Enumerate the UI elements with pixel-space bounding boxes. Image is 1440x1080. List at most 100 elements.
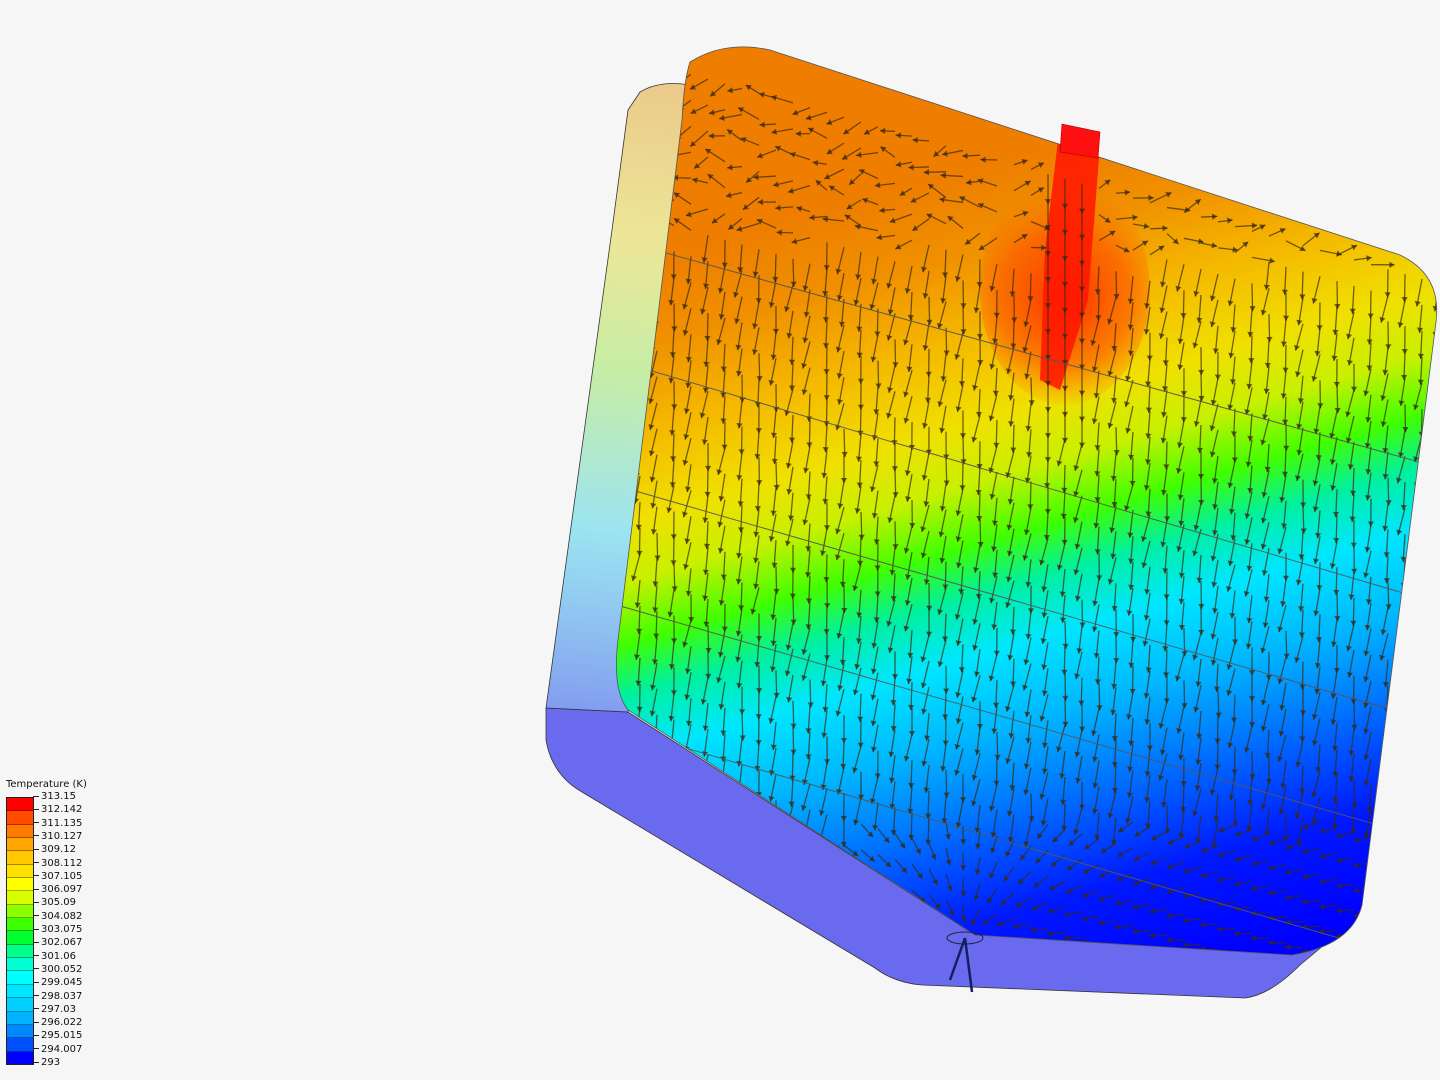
velocity-arrow-head xyxy=(1404,900,1410,908)
velocity-arrow-head xyxy=(1363,390,1370,397)
velocity-arrow-head xyxy=(1401,791,1408,797)
velocity-arrow-head xyxy=(901,866,907,873)
velocity-arrow-head xyxy=(690,108,697,114)
velocity-arrow-head xyxy=(755,298,762,304)
velocity-arrow xyxy=(1400,664,1406,693)
velocity-arrow-head xyxy=(912,137,918,144)
velocity-arrow-head xyxy=(681,511,688,518)
velocity-arrow-head xyxy=(1277,756,1283,762)
velocity-arrow-head xyxy=(1209,295,1216,302)
velocity-arrow-head xyxy=(982,919,989,925)
velocity-arrow-head xyxy=(1200,896,1206,903)
velocity-arrow-head xyxy=(801,389,808,395)
velocity-arrow-head xyxy=(1132,928,1138,935)
velocity-arrow-head xyxy=(670,560,677,566)
velocity-arrow-head xyxy=(976,282,983,288)
velocity-arrow-head xyxy=(1025,581,1032,588)
velocity-arrow-head xyxy=(1073,569,1080,575)
velocity-arrow-head xyxy=(1279,496,1286,503)
velocity-arrow-head xyxy=(1260,699,1267,706)
velocity-arrow-head xyxy=(1163,620,1170,626)
velocity-arrow-head xyxy=(703,621,710,627)
velocity-arrow-head xyxy=(1192,810,1199,817)
velocity-arrow-head xyxy=(1417,379,1424,385)
velocity-arrow-head xyxy=(835,346,842,353)
velocity-arrow-head xyxy=(1298,632,1305,638)
velocity-arrow-head xyxy=(1127,324,1134,330)
velocity-arrow-head xyxy=(808,127,815,134)
velocity-arrow-head xyxy=(1062,643,1069,649)
velocity-arrow-head xyxy=(736,225,743,232)
velocity-arrow-head xyxy=(1313,232,1320,239)
velocity-arrow xyxy=(1436,699,1437,728)
velocity-arrow-head xyxy=(651,659,659,665)
legend-swatch xyxy=(7,971,33,985)
velocity-arrow-head xyxy=(652,915,658,922)
velocity-arrow-head xyxy=(1041,612,1048,618)
velocity-arrow-head xyxy=(1366,365,1373,371)
velocity-arrow-head xyxy=(756,480,763,486)
velocity-arrow-head xyxy=(1268,864,1275,871)
velocity-arrow-head xyxy=(736,889,743,896)
velocity-arrow-head xyxy=(1379,654,1386,661)
velocity-arrow-head xyxy=(1432,409,1437,416)
velocity-arrow-head xyxy=(752,557,760,564)
legend-swatch xyxy=(7,918,33,932)
velocity-arrow-head xyxy=(960,459,967,465)
velocity-arrow-head xyxy=(1079,726,1086,732)
velocity-arrow-head xyxy=(685,382,692,389)
velocity-arrow-head xyxy=(1149,932,1155,939)
velocity-arrow-head xyxy=(925,839,932,845)
velocity-arrow-head xyxy=(959,485,966,491)
velocity-arrow-head xyxy=(880,127,886,134)
legend-tick-label: 295.015 xyxy=(33,1030,82,1042)
velocity-arrow-head xyxy=(1111,787,1118,794)
velocity-arrow-head xyxy=(1198,238,1204,245)
velocity-arrow-head xyxy=(670,274,677,280)
velocity-arrow-head xyxy=(1020,854,1027,861)
velocity-arrow-head xyxy=(790,619,797,625)
velocity-arrow-head xyxy=(634,602,641,608)
velocity-arrow-head xyxy=(977,541,984,548)
velocity-arrow xyxy=(1433,595,1437,624)
velocity-arrow-head xyxy=(823,577,830,583)
velocity-arrow-head xyxy=(651,840,658,847)
velocity-arrow-head xyxy=(942,272,949,278)
velocity-arrow-head xyxy=(1346,671,1353,678)
velocity-arrow-head xyxy=(1008,733,1015,739)
velocity-arrow-head xyxy=(822,447,829,453)
velocity-arrow-head xyxy=(1037,187,1044,193)
velocity-arrow-head xyxy=(922,345,929,351)
velocity-arrow-head xyxy=(788,359,796,365)
velocity-arrow-head xyxy=(1299,684,1306,690)
velocity-arrow-head xyxy=(773,588,780,595)
velocity-arrow-head xyxy=(1247,799,1254,806)
velocity-arrow xyxy=(1416,720,1423,749)
velocity-arrow-head xyxy=(874,565,881,571)
velocity-arrow-head xyxy=(823,265,830,271)
velocity-arrow-head xyxy=(856,482,863,488)
outlet-arrows xyxy=(948,937,974,993)
velocity-arrow-head xyxy=(1194,785,1201,791)
velocity-arrow xyxy=(658,68,675,71)
velocity-arrow-head xyxy=(682,459,689,466)
velocity-arrow-head xyxy=(1370,841,1377,848)
velocity-arrow-head xyxy=(703,543,711,550)
velocity-arrow-head xyxy=(1228,508,1235,515)
velocity-arrow-head xyxy=(1145,433,1152,439)
velocity-arrow-head xyxy=(943,480,950,486)
velocity-arrow-head xyxy=(1281,289,1288,295)
velocity-arrow-head xyxy=(991,520,998,526)
velocity-arrow-head xyxy=(1090,730,1098,736)
velocity-arrow-head xyxy=(1336,882,1342,889)
velocity-arrow-head xyxy=(1282,575,1290,581)
velocity-arrow-head xyxy=(954,743,961,750)
velocity-arrow-head xyxy=(1404,951,1410,955)
velocity-arrow-head xyxy=(1387,871,1393,878)
velocity-arrow-head xyxy=(757,199,763,206)
velocity-arrow-head xyxy=(977,178,984,185)
velocity-arrow-head xyxy=(1299,736,1306,742)
velocity-arrow-head xyxy=(1351,802,1358,808)
velocity-arrow-head xyxy=(1242,241,1249,248)
